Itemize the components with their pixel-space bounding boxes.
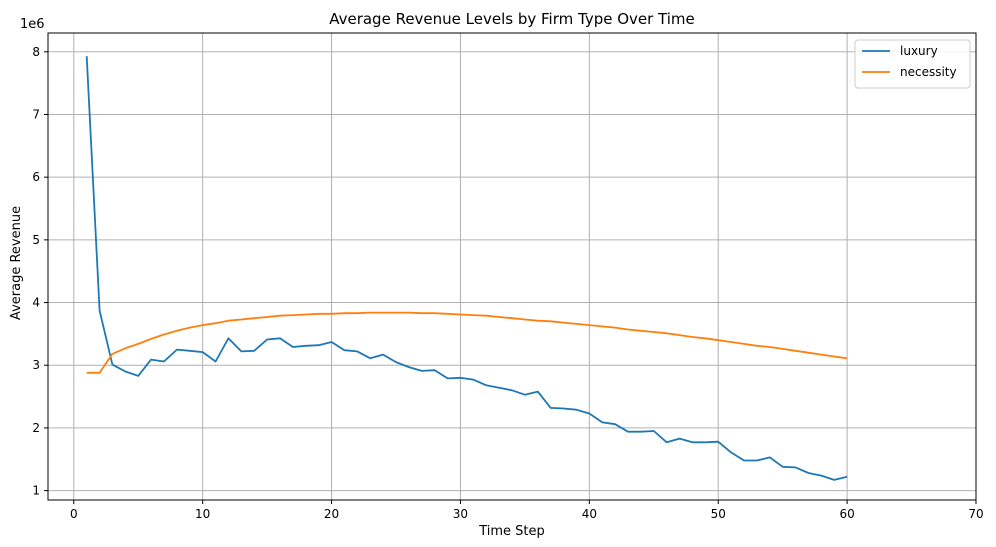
plot-frame xyxy=(47,32,977,501)
y-tick-label: 3 xyxy=(32,358,40,372)
y-tick-label: 7 xyxy=(32,107,40,121)
legend-label-luxury: luxury xyxy=(900,44,938,58)
x-tick-label: 70 xyxy=(968,507,983,521)
axis-ticks: 0 10 20 30 40 50 60 70 1 2 3 4 5 6 7 8 xyxy=(32,45,983,521)
legend-label-necessity: necessity xyxy=(900,65,957,79)
y-tick-label: 6 xyxy=(32,170,40,184)
x-tick-label: 0 xyxy=(70,507,78,521)
y-offset-label: 1e6 xyxy=(20,17,45,32)
x-tick-label: 50 xyxy=(711,507,726,521)
x-axis-label: Time Step xyxy=(478,524,545,539)
series-line-luxury xyxy=(85,56,848,481)
y-tick-label: 2 xyxy=(32,421,40,435)
series-line-necessity xyxy=(86,311,848,374)
x-tick-label: 60 xyxy=(839,507,854,521)
legend: luxury necessity xyxy=(854,39,971,89)
x-tick-label: 30 xyxy=(453,507,468,521)
x-tick-label: 20 xyxy=(324,507,339,521)
y-axis-label: Average Revenue xyxy=(9,206,24,320)
x-tick-label: 40 xyxy=(582,507,597,521)
y-tick-label: 8 xyxy=(32,45,40,59)
grid xyxy=(48,33,977,500)
y-tick-label: 4 xyxy=(32,296,40,310)
x-tick-label: 10 xyxy=(195,507,210,521)
y-tick-label: 1 xyxy=(32,484,40,498)
series-lines xyxy=(85,56,848,481)
chart-title: Average Revenue Levels by Firm Type Over… xyxy=(329,10,695,28)
y-tick-label: 5 xyxy=(32,233,40,247)
legend-box xyxy=(854,39,971,89)
